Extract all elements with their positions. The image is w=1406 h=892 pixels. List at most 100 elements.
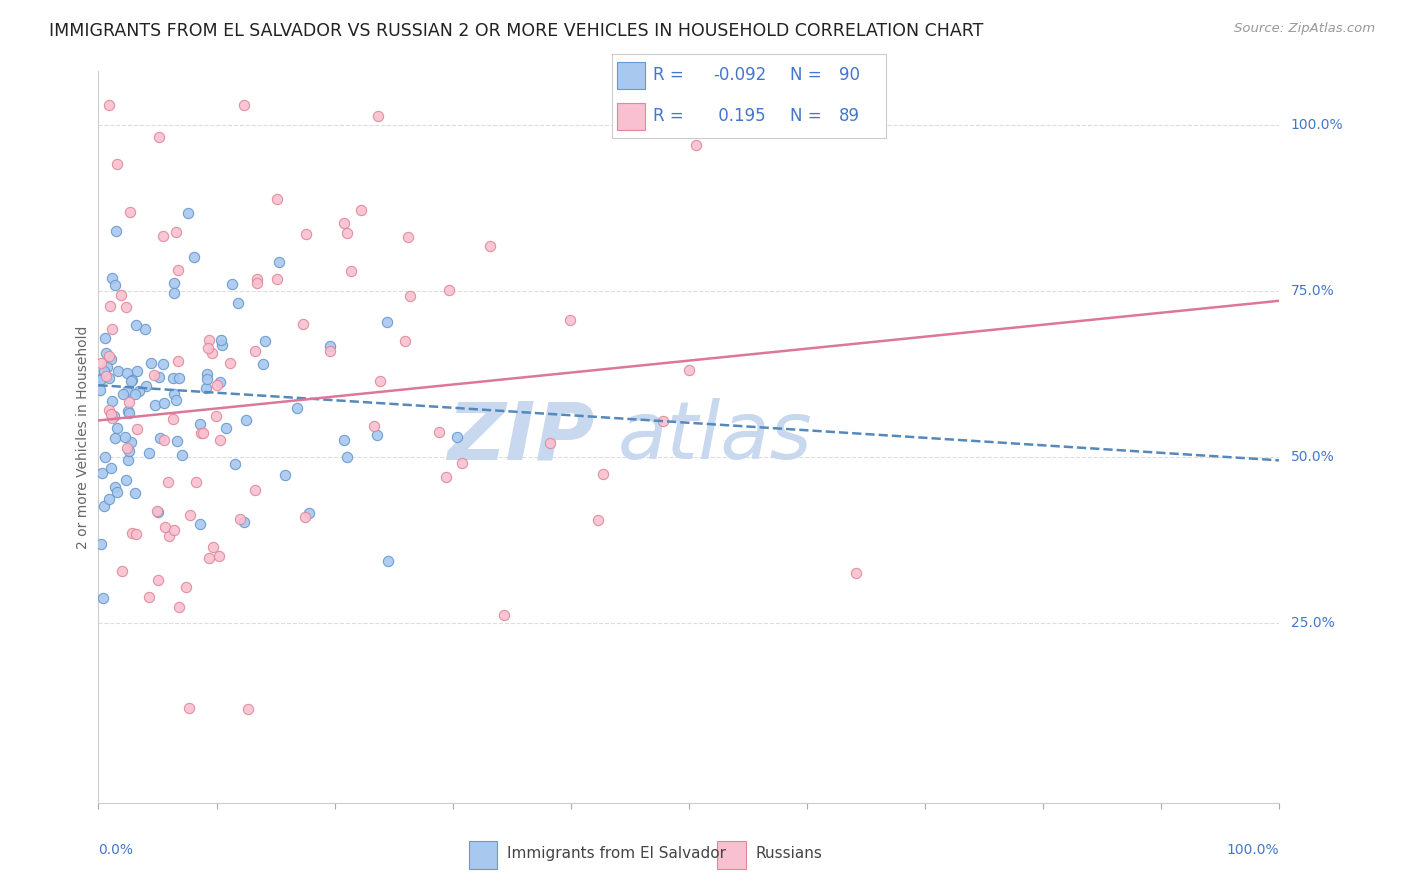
Point xyxy=(148,573,170,587)
Point xyxy=(243,343,266,358)
Point xyxy=(117,453,139,467)
Text: 90: 90 xyxy=(839,66,860,84)
Point xyxy=(394,334,416,348)
Text: 89: 89 xyxy=(839,107,860,125)
Point xyxy=(117,395,139,409)
Point xyxy=(149,431,172,445)
Point xyxy=(115,300,138,314)
Point xyxy=(138,590,160,604)
Point xyxy=(651,414,673,428)
Point xyxy=(336,226,359,240)
Point xyxy=(111,564,134,578)
Point xyxy=(134,322,156,336)
Point xyxy=(163,286,186,301)
Point xyxy=(166,434,188,448)
Text: Russians: Russians xyxy=(755,847,823,861)
Point xyxy=(377,554,399,568)
Point xyxy=(540,436,562,450)
Point xyxy=(105,421,128,435)
Text: 100.0%: 100.0% xyxy=(1291,118,1343,131)
Point xyxy=(105,157,128,171)
Text: 0.195: 0.195 xyxy=(713,107,766,125)
Point xyxy=(238,702,260,716)
Point xyxy=(339,263,361,277)
Point xyxy=(98,299,121,313)
Point xyxy=(367,109,389,123)
Point xyxy=(124,486,146,500)
Point xyxy=(434,470,457,484)
Point xyxy=(235,413,257,427)
Point xyxy=(167,354,190,368)
Point xyxy=(98,98,121,112)
Point xyxy=(120,374,142,388)
Point xyxy=(93,591,115,605)
Point xyxy=(295,227,318,241)
Point xyxy=(110,288,132,302)
Point xyxy=(211,338,233,352)
Point xyxy=(93,364,115,378)
Point xyxy=(114,430,136,444)
Point xyxy=(197,341,219,355)
Point xyxy=(478,238,501,252)
FancyBboxPatch shape xyxy=(468,840,498,869)
Text: ZIP: ZIP xyxy=(447,398,595,476)
Point xyxy=(120,434,142,449)
Point xyxy=(205,409,228,423)
Point xyxy=(125,318,148,332)
Text: N =: N = xyxy=(790,107,827,125)
Text: Source: ZipAtlas.com: Source: ZipAtlas.com xyxy=(1234,22,1375,36)
Point xyxy=(141,356,163,370)
Point xyxy=(162,523,184,537)
Point xyxy=(221,277,243,292)
Point xyxy=(226,296,249,310)
Point xyxy=(252,357,274,371)
Point xyxy=(146,504,169,518)
Text: 75.0%: 75.0% xyxy=(1291,284,1334,298)
Point xyxy=(162,370,184,384)
Point xyxy=(350,203,373,218)
Point xyxy=(166,263,188,277)
Point xyxy=(177,205,200,219)
Point xyxy=(253,334,276,349)
Point xyxy=(143,398,166,412)
Point xyxy=(100,322,122,336)
Point xyxy=(1292,285,1315,300)
Point xyxy=(138,446,160,460)
Point xyxy=(174,580,197,594)
Point xyxy=(169,599,191,614)
Point xyxy=(588,513,610,527)
Point xyxy=(333,433,356,447)
Point xyxy=(368,374,391,388)
Point xyxy=(94,369,117,384)
Point xyxy=(195,381,218,395)
Point xyxy=(336,450,359,464)
Point xyxy=(396,230,419,244)
Point xyxy=(90,537,112,551)
Point xyxy=(117,442,139,456)
Point xyxy=(318,344,340,359)
Point xyxy=(96,359,118,374)
Point xyxy=(142,368,165,383)
Point xyxy=(100,407,122,421)
Point xyxy=(245,483,267,497)
Point xyxy=(246,277,269,291)
Point xyxy=(152,357,174,371)
Point xyxy=(100,461,122,475)
Point xyxy=(101,393,124,408)
Text: atlas: atlas xyxy=(619,398,813,476)
Point xyxy=(172,449,194,463)
Point xyxy=(183,250,205,264)
Point xyxy=(94,450,117,465)
Point xyxy=(94,331,117,345)
Point xyxy=(153,395,176,409)
Point xyxy=(246,271,269,285)
Point xyxy=(592,467,614,482)
Point xyxy=(118,443,141,458)
Text: IMMIGRANTS FROM EL SALVADOR VS RUSSIAN 2 OR MORE VEHICLES IN HOUSEHOLD CORRELATI: IMMIGRANTS FROM EL SALVADOR VS RUSSIAN 2… xyxy=(49,22,984,40)
Point xyxy=(375,315,398,329)
Point xyxy=(97,403,120,417)
Point xyxy=(105,485,128,500)
Point xyxy=(91,370,114,384)
Point xyxy=(190,425,212,440)
Point xyxy=(89,373,111,387)
